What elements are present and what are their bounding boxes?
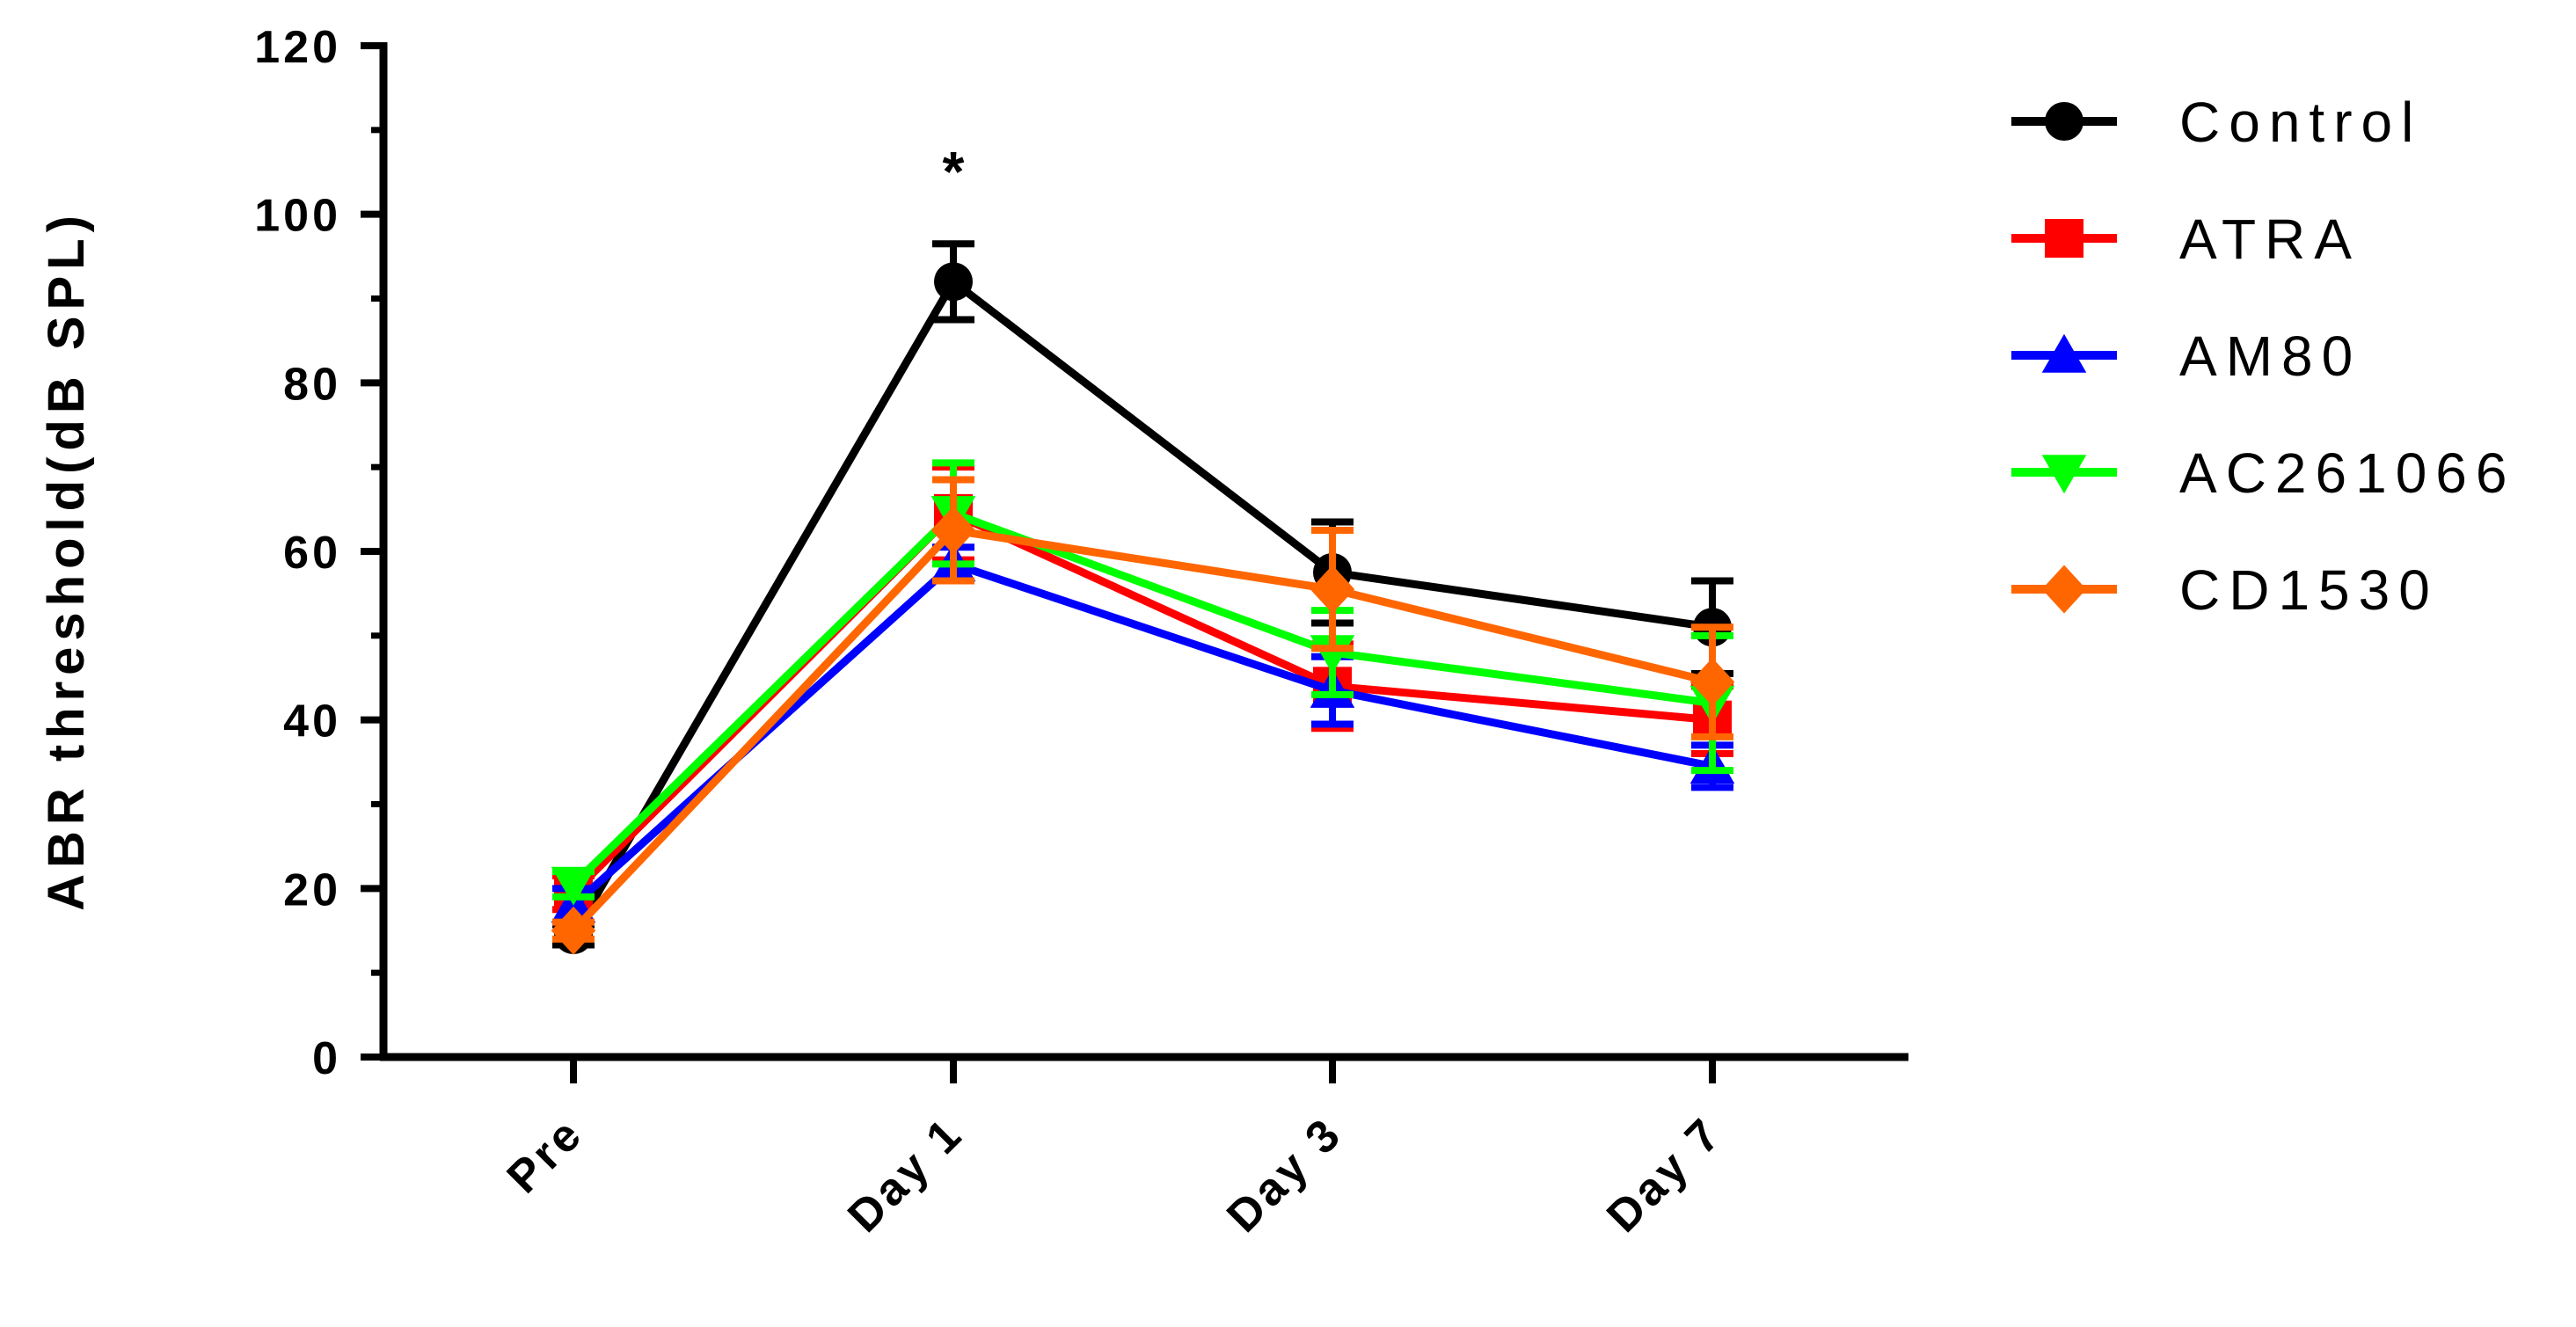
data-point [1689,658,1735,707]
legend-marker [2041,333,2087,373]
data-point [1310,635,1355,674]
legend-label: CD1530 [2179,558,2439,622]
x-tick-label: Pre [498,1107,594,1203]
y-tick-label: 20 [283,864,341,915]
y-tick-label: 0 [312,1033,341,1084]
legend-item-am80: AM80 [2011,324,2361,388]
y-tick-label: 100 [254,191,341,242]
series-line [570,509,1713,887]
series-line [570,559,1713,908]
legend-label: AC261066 [2179,441,2515,505]
legend-item-cd1530: CD1530 [2011,558,2439,622]
legend-item-control: Control [2011,91,2422,154]
data-point [1310,565,1355,614]
series-ac261066 [551,459,1735,906]
x-tick-label: Day 7 [1597,1107,1732,1242]
series-line [570,509,1713,896]
legend-marker [2045,102,2083,141]
series-group [551,240,1735,955]
legend-marker [2041,565,2087,614]
series-line [570,277,1713,937]
y-axis-title: ABR threshold(dB SPL) [38,209,95,911]
legend: Control ATRA AM80 AC261066 CD1530 [2011,91,2515,622]
data-point [551,906,596,955]
legend-marker [2041,455,2087,494]
data-point [934,262,973,302]
series-cd1530 [551,476,1735,955]
legend-item-ac261066: AC261066 [2011,441,2515,505]
x-tick-label: Day 1 [838,1107,973,1242]
x-tick-label: Day 3 [1217,1107,1352,1242]
data-point [551,866,596,906]
y-tick-label: 40 [283,696,341,747]
legend-label: ATRA [2179,208,2361,271]
y-tick-label: 80 [283,359,341,410]
y-tick-label: 120 [254,22,341,73]
series-atra [552,463,1733,914]
axes: 0 20 40 60 80 100 120 Pre Day 1 Day 3 Day 7 ABR thr… [38,22,1908,1243]
annotations: * [943,140,965,203]
significance-marker: * [943,140,965,203]
legend-marker [2045,219,2083,258]
legend-label: AM80 [2179,324,2361,388]
legend-item-atra: ATRA [2011,208,2361,271]
series-line [570,526,1714,934]
y-tick-label: 60 [283,528,341,579]
legend-label: Control [2179,91,2422,154]
data-point [930,506,976,555]
